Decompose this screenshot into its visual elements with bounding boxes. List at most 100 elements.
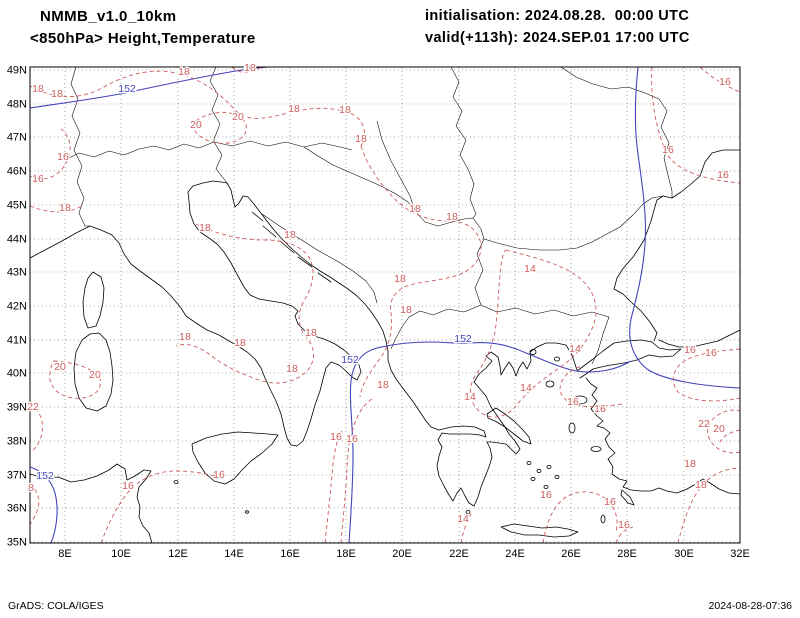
island — [529, 349, 537, 355]
temperature-contour-label: 14 — [520, 382, 532, 394]
border-path — [390, 304, 482, 350]
border-path — [376, 120, 664, 251]
temp-contour-path — [29, 205, 83, 213]
coastline-path — [82, 271, 105, 329]
temperature-contour-label: 16 — [717, 169, 729, 181]
temp-contour-path — [193, 111, 247, 144]
lon-tick-label: 20E — [392, 548, 412, 560]
height-contour-path — [629, 66, 741, 389]
temperature-contour-label: 16 — [684, 344, 696, 356]
temp-contour-path — [672, 348, 741, 402]
lon-tick-label: 24E — [505, 548, 525, 560]
coastline-path — [191, 431, 279, 485]
lon-tick-label: 12E — [168, 548, 188, 560]
height-contour-path — [348, 341, 632, 544]
border-path — [213, 140, 353, 151]
lat-tick-label: 37N — [7, 470, 27, 482]
temperature-contour-label: 20 — [713, 423, 725, 435]
temp-contour-path — [29, 70, 365, 147]
render-timestamp: 2024-08-28-07:36 — [708, 600, 792, 612]
coastline-path — [251, 211, 332, 283]
border-path — [70, 66, 90, 227]
temp-contour-path — [175, 223, 314, 384]
lon-tick-label: 14E — [224, 548, 244, 560]
coastline-path — [29, 180, 362, 447]
lat-tick-label: 38N — [7, 436, 27, 448]
coastline-path — [29, 463, 153, 544]
coastline-layer — [29, 149, 741, 544]
border-path — [303, 146, 416, 212]
lat-tick-label: 41N — [7, 335, 27, 347]
lat-tick-label: 49N — [7, 65, 27, 77]
coastline-path — [73, 332, 114, 412]
coastline-path — [500, 523, 579, 538]
temperature-contour-label: 16 — [618, 519, 630, 531]
border-path — [261, 213, 378, 304]
coastline-path — [486, 407, 532, 445]
lat-tick-label: 48N — [7, 99, 27, 111]
island — [545, 380, 555, 388]
temperature-contour-label: 18 — [684, 458, 696, 470]
temp-contour-path — [29, 403, 43, 453]
height-contour-label: 152 — [454, 333, 472, 345]
lon-tick-label: 22E — [449, 548, 469, 560]
coastline-path — [613, 149, 741, 334]
temperature-contour-label: 18 — [286, 363, 298, 375]
island — [600, 514, 606, 524]
temp-contour-path — [231, 66, 263, 73]
temperature-contour-label: 16 — [662, 144, 674, 156]
temperature-contour-label: 18 — [394, 273, 406, 285]
model-title: NMMB_v1.0_10km — [40, 8, 177, 25]
temp-contour-path — [29, 128, 71, 180]
lat-tick-label: 43N — [7, 267, 27, 279]
lat-tick-label: 44N — [7, 234, 27, 246]
temperature-contour-label: 18 — [305, 327, 317, 339]
height-contour-path — [29, 466, 58, 544]
temp-contour-path — [677, 467, 741, 544]
lon-tick-label: 32E — [730, 548, 750, 560]
temperature-contour-label: 18 — [695, 479, 707, 491]
temperature-contour-label: 20 — [190, 119, 202, 131]
grads-credit: GrADS: COLA/IGES — [8, 600, 104, 612]
lon-tick-label: 30E — [674, 548, 694, 560]
temp-contour-path — [469, 249, 597, 418]
temperature-contour-label: 14 — [569, 343, 581, 355]
temp-contour-path — [340, 398, 373, 544]
temp-contour-path — [49, 360, 101, 399]
temp-contour-path — [615, 526, 634, 544]
temperature-contour-layer — [29, 66, 741, 544]
temperature-contour-label: 16 — [594, 403, 606, 415]
temperature-contour-label: 14 — [457, 513, 469, 525]
temperature-contour-label: 18 — [288, 103, 300, 115]
lat-tick-label: 42N — [7, 301, 27, 313]
temperature-contour-label: 16 — [346, 433, 358, 445]
temp-contour-path — [100, 470, 222, 544]
border-path — [474, 238, 610, 365]
island — [526, 460, 532, 465]
island — [572, 395, 588, 405]
temperature-contour-label: 16 — [604, 496, 616, 508]
lat-tick-label: 45N — [7, 200, 27, 212]
border-layer — [64, 66, 673, 365]
temperature-contour-label: 14 — [464, 391, 476, 403]
lat-tick-label: 35N — [7, 537, 27, 549]
temperature-contour-label: 18 — [178, 66, 190, 78]
temperature-contour-label: 16 — [540, 489, 552, 501]
island — [530, 476, 536, 481]
height-contour-path — [29, 66, 269, 109]
temp-contour-path — [719, 429, 741, 443]
temp-contour-path — [29, 483, 40, 525]
lon-tick-label: 16E — [280, 548, 300, 560]
lat-tick-label: 40N — [7, 368, 27, 380]
map-frame — [29, 66, 741, 544]
valid-time: valid(+113h): 2024.SEP.01 17:00 UTC — [425, 30, 690, 46]
island — [554, 356, 560, 362]
gridline-layer — [30, 67, 741, 543]
temperature-contour-label: 20 — [232, 111, 244, 123]
temperature-contour-label: 18 — [244, 62, 256, 74]
height-contour-layer — [29, 66, 741, 544]
island — [590, 446, 602, 452]
temperature-contour-label: 18 — [32, 83, 44, 95]
